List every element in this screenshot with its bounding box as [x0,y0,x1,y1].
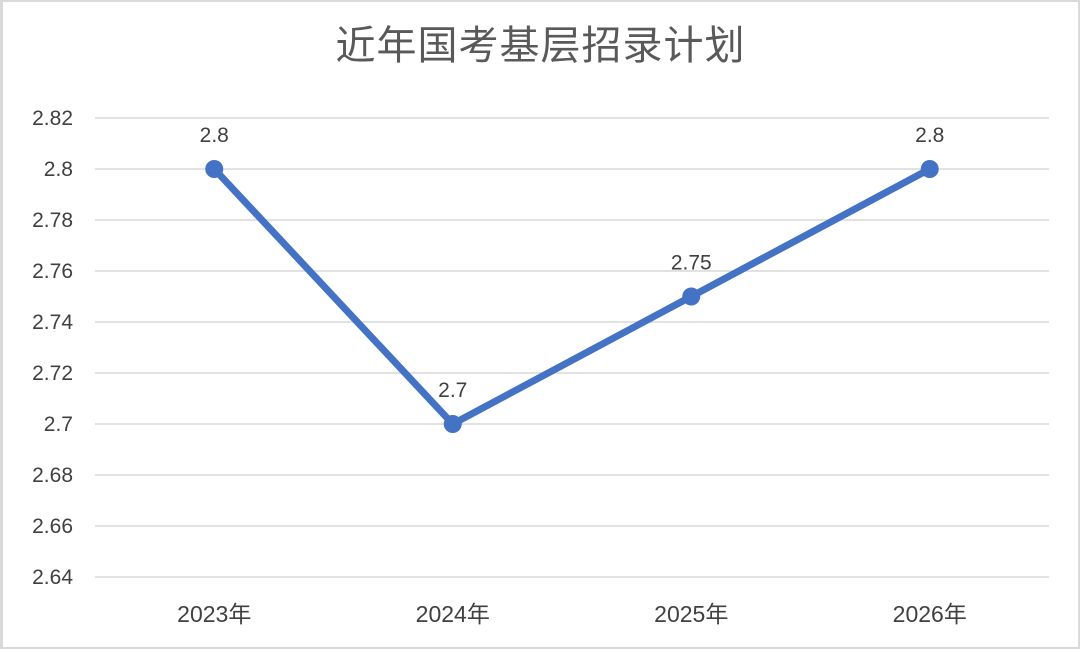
y-tick-label: 2.68 [32,464,73,487]
y-tick-label: 2.76 [32,260,73,283]
y-tick-label: 2.74 [32,311,73,334]
y-axis-tick-labels: 2.82 2.8 2.78 2.76 2.74 2.72 2.7 2.68 2.66 2.64 [32,107,73,589]
y-tick-label: 2.64 [32,566,73,589]
series-group [205,160,939,433]
y-tick-label: 2.66 [32,515,73,538]
y-tick-label: 2.7 [44,413,73,436]
data-point-marker [920,160,939,178]
data-point-label: 2.8 [915,124,944,147]
x-axis-tick-labels: 2023年 2024年 2025年 2026年 [177,601,967,627]
x-tick-label: 2025年 [654,601,728,627]
data-point-label: 2.7 [438,379,467,402]
y-tick-label: 2.82 [32,107,73,130]
chart-title: 近年国考基层招录计划 [335,23,746,68]
x-tick-label: 2024年 [416,601,490,627]
data-point-label: 2.8 [200,124,229,147]
data-labels-group: 2.8 2.7 2.75 2.8 [200,124,945,402]
y-tick-label: 2.72 [32,362,73,385]
data-point-marker [682,287,701,306]
y-tick-label: 2.78 [32,209,73,232]
x-tick-label: 2026年 [893,601,967,627]
data-point-marker [443,415,462,433]
series-line [210,165,934,428]
x-tick-label: 2023年 [177,601,251,627]
y-tick-label: 2.8 [44,158,73,181]
data-point-marker [205,160,224,178]
gridlines-group [95,117,1049,578]
data-point-label: 2.75 [671,252,712,275]
line-chart: 2.82 2.8 2.78 2.76 2.74 2.72 2.7 2.68 2.66 2.64 2… [32,107,1049,627]
